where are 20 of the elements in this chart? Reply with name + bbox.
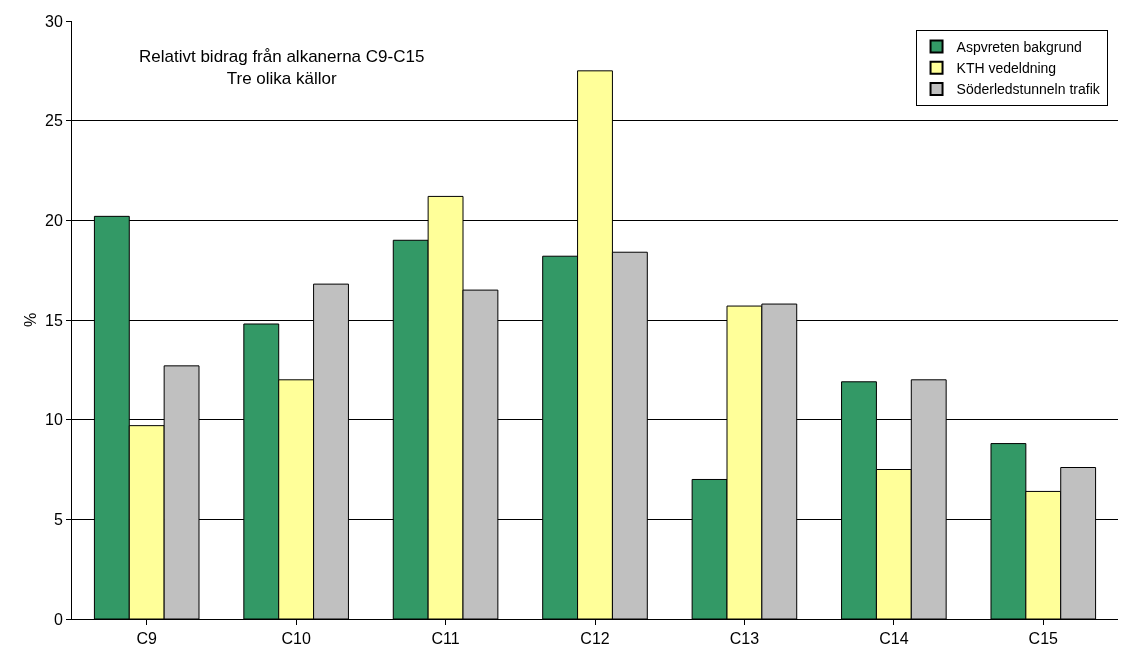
y-tick-label: 20 (45, 211, 63, 229)
text: Tre olika källor (226, 69, 337, 89)
y-axis-title: % (21, 312, 39, 328)
legend-label: Aspvreten bakgrund (956, 39, 1082, 56)
y-tick-label: 10 (45, 411, 63, 429)
y-tick-label: 25 (45, 112, 63, 130)
x-tick-label: C11 (431, 630, 460, 648)
x-tick-label: C13 (729, 630, 760, 648)
y-tick-label: 5 (53, 510, 63, 528)
y-tick-label: 15 (45, 311, 63, 329)
x-tick-label: C9 (136, 630, 158, 648)
text: Relativt bidrag från alkanerna C9-C15 (139, 47, 425, 66)
legend-label: Söderledstunneln trafik (956, 81, 1101, 98)
legend-label: KTH vedeldning (956, 60, 1057, 77)
y-tick-label: 30 (45, 12, 63, 30)
x-tick-label: C14 (879, 630, 909, 648)
y-tick-label: 0 (53, 610, 63, 628)
x-tick-label: C15 (1028, 630, 1059, 648)
x-tick-label: C10 (281, 630, 311, 648)
x-tick-label: C12 (580, 630, 610, 648)
